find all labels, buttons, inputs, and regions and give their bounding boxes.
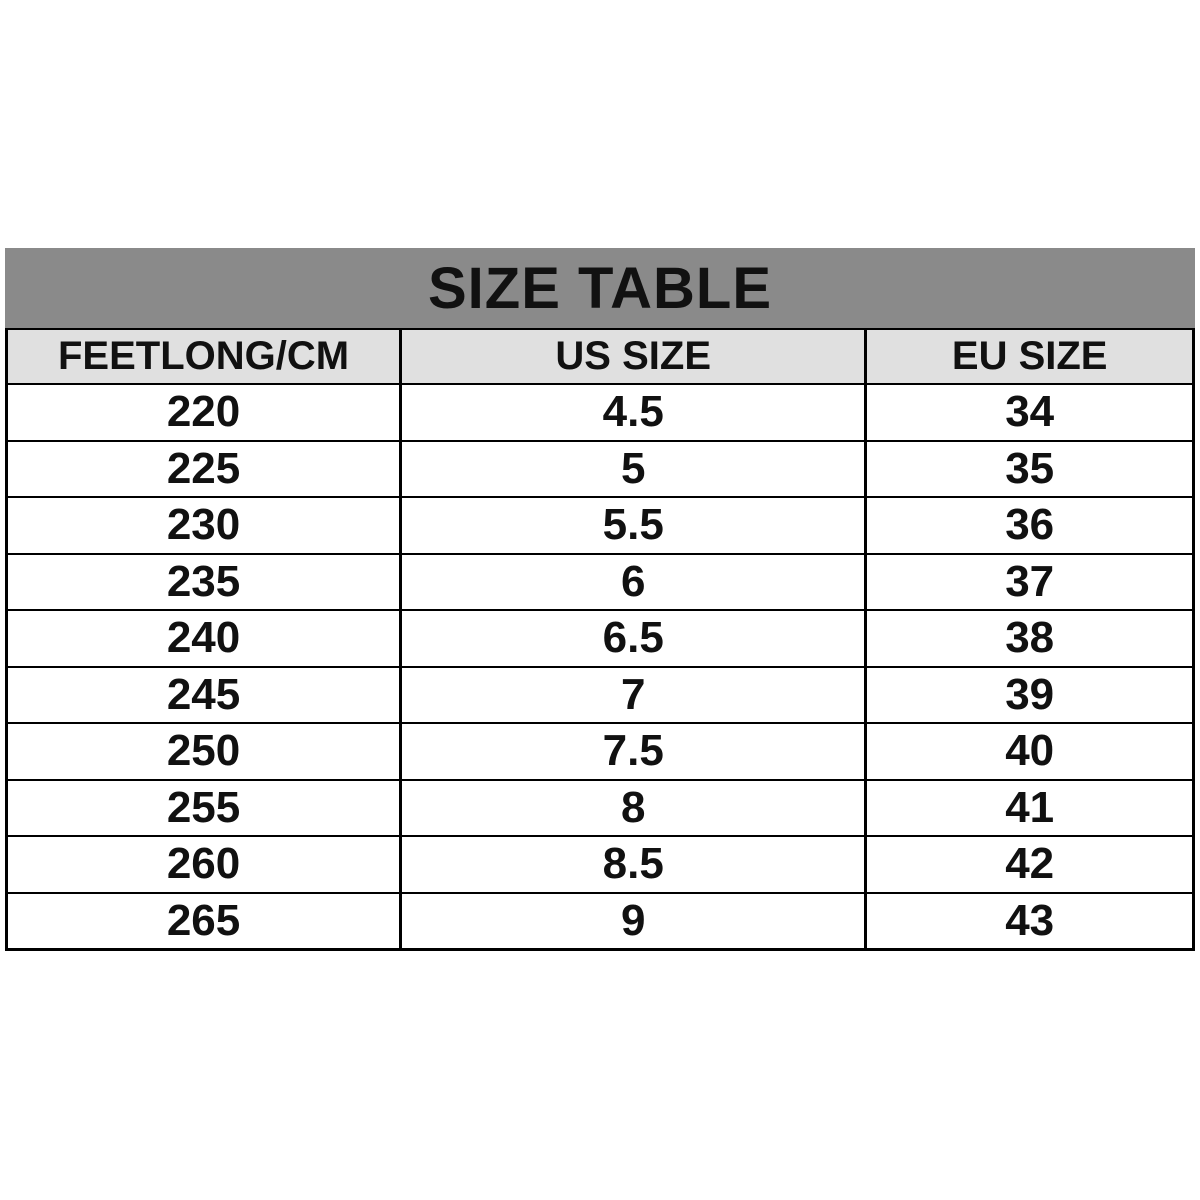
header-cell-feetlong-cm: FEETLONG/CM	[4, 328, 403, 385]
table-cell-eu-size: 35	[864, 439, 1195, 498]
table-cell-us-size: 7.5	[399, 722, 868, 781]
table-cell-feetlong-cm: 230	[4, 496, 403, 555]
table-row: 235 6 37	[4, 552, 1195, 611]
table-cell-feetlong-cm: 240	[4, 609, 403, 668]
table-row: 265 9 43	[4, 891, 1195, 950]
table-cell-eu-size: 42	[864, 835, 1195, 894]
table-cell-feetlong-cm: 265	[4, 891, 403, 950]
table-row: 220 4.5 34	[4, 383, 1195, 442]
table-row: 230 5.5 36	[4, 496, 1195, 555]
table-cell-feetlong-cm: 255	[4, 778, 403, 837]
header-cell-eu-size: EU SIZE	[864, 328, 1195, 385]
table-row: 225 5 35	[4, 439, 1195, 498]
table-cell-us-size: 7	[399, 665, 868, 724]
table-row: 260 8.5 42	[4, 835, 1195, 894]
table-cell-eu-size: 40	[864, 722, 1195, 781]
table-cell-eu-size: 36	[864, 496, 1195, 555]
table-cell-us-size: 8	[399, 778, 868, 837]
size-table-title: SIZE TABLE	[5, 248, 1195, 328]
table-cell-eu-size: 43	[864, 891, 1195, 950]
table-cell-feetlong-cm: 220	[4, 383, 403, 442]
table-row: 240 6.5 38	[4, 609, 1195, 668]
table-cell-us-size: 5.5	[399, 496, 868, 555]
table-cell-eu-size: 37	[864, 552, 1195, 611]
table-row: 250 7.5 40	[4, 722, 1195, 781]
table-cell-eu-size: 39	[864, 665, 1195, 724]
table-cell-us-size: 8.5	[399, 835, 868, 894]
table-cell-feetlong-cm: 245	[4, 665, 403, 724]
table-cell-feetlong-cm: 225	[4, 439, 403, 498]
table-cell-us-size: 4.5	[399, 383, 868, 442]
table-cell-feetlong-cm: 235	[4, 552, 403, 611]
size-table: SIZE TABLE FEETLONG/CM US SIZE EU SIZE 220…	[4, 248, 1195, 951]
table-cell-us-size: 6.5	[399, 609, 868, 668]
table-cell-us-size: 5	[399, 439, 868, 498]
table-cell-feetlong-cm: 260	[4, 835, 403, 894]
table-cell-us-size: 9	[399, 891, 868, 950]
table-header-row: FEETLONG/CM US SIZE EU SIZE	[4, 328, 1195, 385]
header-cell-us-size: US SIZE	[399, 328, 868, 385]
table-row: 245 7 39	[4, 665, 1195, 724]
table-cell-feetlong-cm: 250	[4, 722, 403, 781]
table-cell-eu-size: 41	[864, 778, 1195, 837]
table-cell-us-size: 6	[399, 552, 868, 611]
size-conversion-table: FEETLONG/CM US SIZE EU SIZE 220 4.5 34 225 5 35…	[4, 328, 1195, 951]
table-row: 255 8 41	[4, 778, 1195, 837]
table-cell-eu-size: 38	[864, 609, 1195, 668]
table-cell-eu-size: 34	[864, 383, 1195, 442]
